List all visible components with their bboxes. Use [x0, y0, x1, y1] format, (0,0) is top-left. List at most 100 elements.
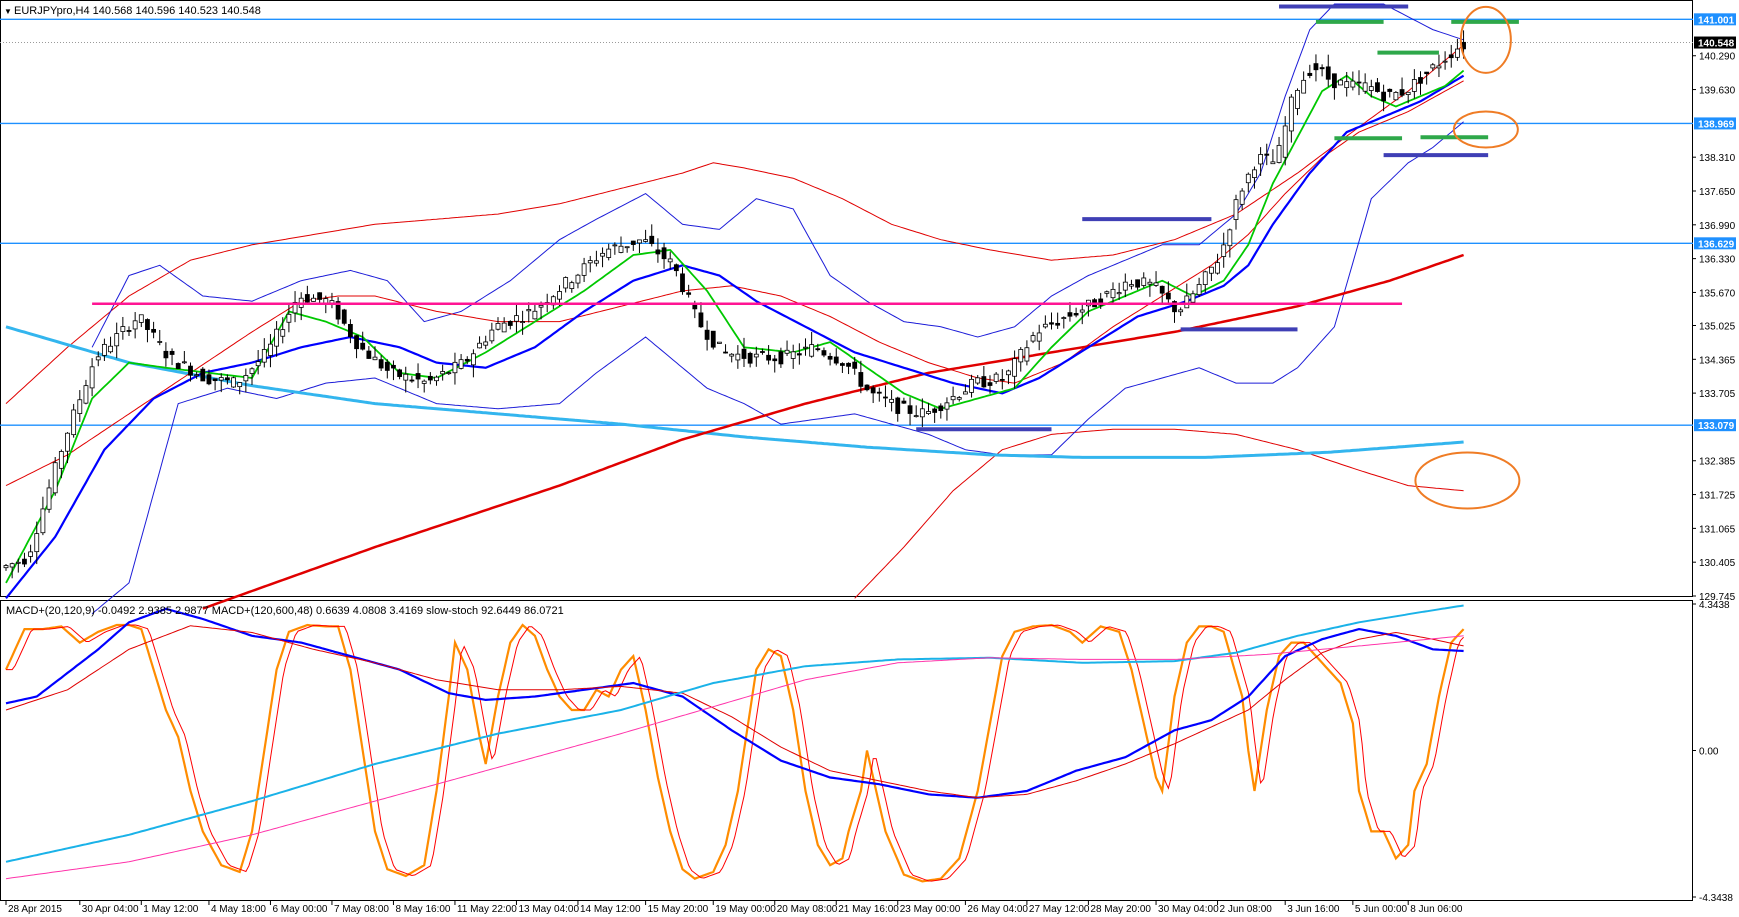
candle-body [126, 330, 132, 332]
candle-body [790, 351, 796, 359]
candle-body [1301, 79, 1307, 94]
candle-body [1227, 229, 1233, 247]
candle-body [999, 379, 1005, 381]
candle [366, 346, 372, 359]
candle [723, 344, 728, 354]
candle [243, 368, 249, 393]
price-tag-bg [1694, 237, 1736, 250]
candle [403, 366, 409, 393]
candle [427, 372, 433, 385]
candle-body [145, 319, 150, 330]
time-label: 3 Jun 16:00 [1287, 904, 1340, 915]
highlight-circle [1459, 5, 1512, 74]
candle-body [1104, 291, 1110, 294]
candle [1270, 149, 1276, 165]
candle [458, 354, 464, 370]
candle-body [680, 273, 685, 293]
candle [46, 479, 52, 513]
candle-body [231, 377, 236, 388]
candle [612, 242, 618, 255]
candle [71, 403, 77, 438]
candle-body [1221, 244, 1227, 257]
candle [1332, 73, 1337, 100]
candle-body [956, 397, 962, 400]
macd-long-signal-line [5, 635, 1464, 880]
candle [1227, 228, 1233, 258]
candle-body [391, 364, 396, 369]
candle [1362, 73, 1368, 95]
candle-body [624, 246, 630, 249]
candle-body [421, 380, 427, 384]
candle [1448, 44, 1454, 68]
candle-body [569, 282, 575, 289]
candle-body [987, 382, 993, 386]
candle [833, 348, 839, 366]
candle [514, 303, 519, 333]
candle-body [415, 373, 421, 380]
candle [3, 564, 9, 571]
candle [1344, 71, 1350, 97]
candle [870, 385, 876, 404]
annotations [92, 4, 1521, 510]
ema-fast-line [5, 69, 1465, 584]
candle-body [1153, 282, 1159, 286]
candle-body [434, 376, 439, 382]
candle-body [723, 351, 728, 354]
candle [114, 322, 120, 359]
candle [1301, 71, 1307, 94]
candle-body [28, 551, 34, 557]
candle [1202, 270, 1208, 293]
time-label: 6 May 00:00 [272, 904, 327, 915]
candle-body [280, 329, 286, 337]
candle-body [1405, 91, 1411, 95]
candle-body [151, 328, 157, 333]
price-tick-label: 131.725 [1699, 491, 1736, 502]
candle [735, 345, 741, 369]
candle-body [557, 291, 562, 300]
candle-body [846, 362, 851, 367]
candle [1442, 51, 1448, 70]
price-tick-label: 133.705 [1699, 389, 1736, 400]
time-label: 8 Jun 06:00 [1410, 904, 1463, 915]
price-tag-label: 133.079 [1698, 421, 1735, 432]
candle-body [458, 359, 464, 369]
candle-body [58, 451, 64, 469]
candle [883, 385, 888, 408]
candle-body [120, 326, 126, 332]
candle [655, 238, 661, 263]
candle [963, 384, 968, 395]
candle-body [22, 558, 27, 565]
candle-body [950, 395, 956, 401]
candle-body [108, 345, 113, 353]
candle-body [833, 356, 839, 364]
candle-body [218, 377, 224, 381]
candle-body [268, 343, 273, 356]
time-label: 30 May 04:00 [1158, 904, 1219, 915]
price-tick-label: 130.405 [1699, 558, 1736, 569]
candle [446, 371, 452, 375]
candle-body [1288, 96, 1294, 132]
candle-body [1295, 89, 1300, 109]
candle-body [1332, 73, 1337, 89]
candle [477, 336, 482, 349]
candle [138, 314, 144, 328]
candle-body [655, 249, 661, 255]
candle-body [1018, 349, 1024, 363]
candle [864, 384, 870, 392]
candle [1350, 71, 1356, 91]
time-label: 30 Apr 04:00 [82, 904, 139, 915]
candle-body [1239, 190, 1245, 205]
candle [889, 390, 894, 412]
candle [741, 337, 747, 368]
candle-body [1307, 72, 1313, 76]
candle-body [520, 321, 525, 324]
candle-body [15, 561, 21, 564]
candle-body [1276, 144, 1282, 163]
candle-body [102, 343, 107, 356]
candle [852, 356, 858, 375]
candle-body [1073, 313, 1079, 316]
candle-body [1147, 281, 1153, 285]
candle-body [483, 341, 489, 346]
collapse-arrow-icon[interactable]: ▼ [4, 7, 12, 16]
